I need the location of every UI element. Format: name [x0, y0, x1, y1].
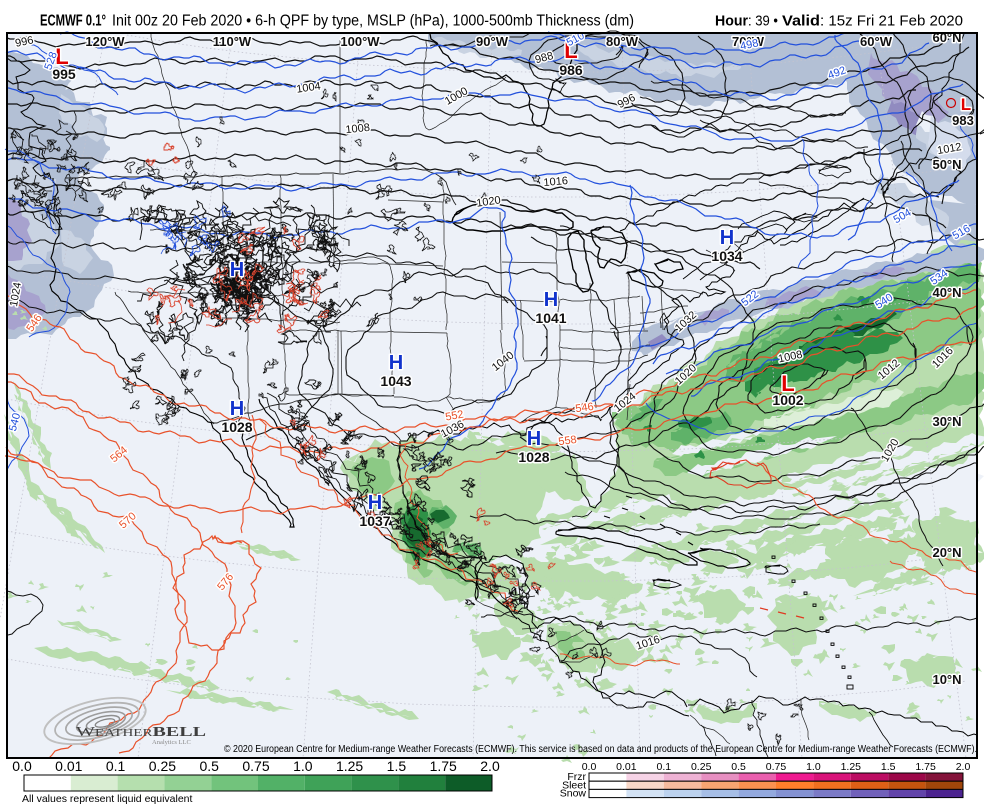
- svg-text:40°N: 40°N: [932, 285, 961, 300]
- svg-text:1041: 1041: [535, 310, 566, 326]
- svg-text:L: L: [961, 95, 971, 114]
- svg-text:Frzr: Frzr: [567, 771, 586, 783]
- svg-text:1.75: 1.75: [915, 761, 936, 773]
- svg-text:0.1: 0.1: [656, 761, 671, 773]
- svg-text:60°W: 60°W: [860, 34, 893, 49]
- svg-text:Snow: Snow: [560, 788, 587, 800]
- svg-text:Analytics LLC: Analytics LLC: [152, 739, 191, 746]
- svg-text:L: L: [564, 38, 577, 63]
- svg-text:1024: 1024: [8, 281, 24, 307]
- svg-text:0.25: 0.25: [691, 761, 712, 773]
- svg-text:30°N: 30°N: [932, 414, 961, 429]
- svg-text:1034: 1034: [711, 248, 742, 264]
- svg-text:1012: 1012: [936, 141, 962, 157]
- svg-text:70°W: 70°W: [732, 34, 765, 49]
- svg-text:1.25: 1.25: [841, 761, 862, 773]
- svg-text:1.5: 1.5: [387, 758, 407, 774]
- svg-text:1.75: 1.75: [430, 758, 457, 774]
- svg-text:: 39 •: : 39 •: [748, 13, 778, 30]
- svg-text:558: 558: [558, 434, 578, 448]
- svg-text:0.01: 0.01: [55, 758, 82, 774]
- svg-text:0.1: 0.1: [106, 758, 126, 774]
- svg-text:90°W: 90°W: [476, 34, 509, 49]
- svg-text:2.0: 2.0: [956, 761, 971, 773]
- svg-text:: 15z Fri 21 Feb 2020: : 15z Fri 21 Feb 2020: [820, 13, 963, 30]
- svg-text:110°W: 110°W: [213, 34, 252, 49]
- svg-text:H: H: [720, 227, 734, 249]
- svg-text:986: 986: [559, 62, 583, 78]
- svg-text:996: 996: [14, 34, 34, 50]
- svg-text:Valid: Valid: [782, 13, 820, 30]
- svg-text:1016: 1016: [543, 175, 568, 189]
- svg-text:H: H: [230, 259, 244, 281]
- svg-text:498: 498: [739, 37, 759, 53]
- svg-text:H: H: [368, 492, 382, 514]
- svg-text:H: H: [544, 289, 558, 311]
- svg-text:H: H: [230, 398, 244, 420]
- svg-text:0.5: 0.5: [731, 761, 746, 773]
- svg-text:1002: 1002: [772, 392, 803, 408]
- svg-text:552: 552: [444, 409, 464, 424]
- svg-text:80°W: 80°W: [606, 34, 639, 49]
- svg-text:546: 546: [575, 401, 595, 415]
- svg-text:H: H: [389, 352, 403, 374]
- svg-text:0.0: 0.0: [12, 758, 32, 774]
- svg-text:1028: 1028: [221, 419, 252, 435]
- svg-text:2.0: 2.0: [480, 758, 500, 774]
- svg-text:10°N: 10°N: [932, 672, 961, 687]
- svg-text:120°W: 120°W: [85, 34, 125, 49]
- svg-text:1037: 1037: [359, 513, 390, 529]
- svg-text:983: 983: [952, 113, 974, 128]
- svg-text:0.75: 0.75: [242, 758, 269, 774]
- svg-text:Sleet: Sleet: [562, 779, 586, 791]
- svg-text:1028: 1028: [518, 449, 549, 465]
- svg-text:All values represent liquid eq: All values represent liquid equivalent: [22, 793, 193, 805]
- svg-text:Init 00z 20 Feb 2020 • 6-h QPF: Init 00z 20 Feb 2020 • 6-h QPF by type, …: [112, 13, 634, 30]
- svg-text:L: L: [55, 44, 68, 69]
- svg-text:1.25: 1.25: [336, 758, 363, 774]
- svg-text:0.0: 0.0: [582, 761, 597, 773]
- svg-text:50°N: 50°N: [932, 157, 961, 172]
- svg-text:H: H: [527, 428, 541, 450]
- svg-text:0.25: 0.25: [149, 758, 176, 774]
- svg-text:0.5: 0.5: [199, 758, 219, 774]
- svg-text:1004: 1004: [296, 80, 322, 95]
- svg-text:1.0: 1.0: [806, 761, 821, 773]
- svg-text:100°W: 100°W: [340, 34, 380, 49]
- svg-text:1020: 1020: [476, 194, 502, 209]
- svg-text:20°N: 20°N: [932, 545, 961, 560]
- svg-text:0.75: 0.75: [766, 761, 787, 773]
- svg-text:0.01: 0.01: [616, 761, 637, 773]
- svg-text:1008: 1008: [345, 122, 371, 136]
- svg-text:Hour: Hour: [715, 13, 748, 30]
- svg-text:995: 995: [52, 66, 76, 82]
- svg-text:1.0: 1.0: [293, 758, 313, 774]
- svg-text:© 2020 European Centre for Med: © 2020 European Centre for Medium-range …: [224, 744, 977, 755]
- svg-text:L: L: [781, 371, 794, 396]
- svg-text:1.5: 1.5: [881, 761, 896, 773]
- svg-text:ECMWF 0.1°: ECMWF 0.1°: [40, 13, 106, 30]
- svg-text:1043: 1043: [380, 373, 411, 389]
